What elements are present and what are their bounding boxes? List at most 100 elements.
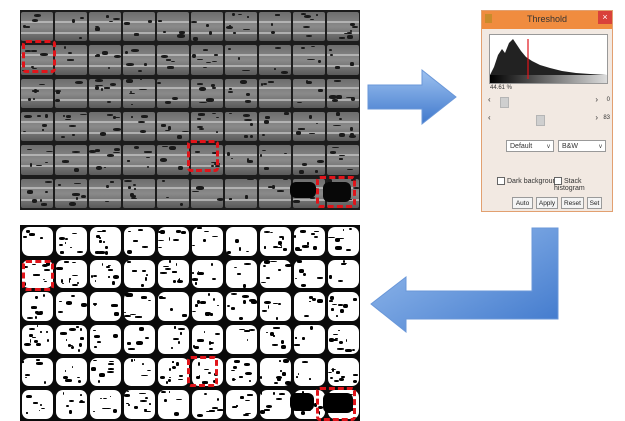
busbar [259,98,291,101]
solar-cell [225,178,257,208]
chevron-left-icon[interactable]: ‹ [488,95,491,104]
solar-cell [21,390,53,419]
defect-spot [231,12,235,16]
solar-cell [157,78,189,108]
defect-spot [140,78,143,81]
solar-cell [55,390,87,419]
defect-spot [205,311,211,316]
busbar [191,65,223,68]
solar-cell [225,227,257,256]
defect-spot [127,404,131,407]
defect-spot [270,261,278,263]
dark-background-checkbox[interactable]: Dark background [497,177,560,185]
defect-spot [230,369,235,372]
defect-spot [335,337,339,340]
stack-histogram-checkbox[interactable]: Stack histogram [554,177,612,192]
solar-cell [21,112,53,142]
solar-cell [293,259,325,289]
defect-spot [40,331,42,334]
busbar [55,87,87,90]
defect-spot [212,380,216,384]
busbar [89,31,121,34]
defect-spot [111,280,115,285]
defect-spot [94,345,97,348]
defect-spot [261,309,268,312]
solar-cell [327,78,359,108]
apply-button[interactable]: Apply [536,197,558,209]
solar-cell [89,325,121,354]
defect-spot [193,344,196,349]
defect-spot [107,154,115,158]
solar-cell [259,145,291,175]
defect-spot [212,60,218,63]
solar-cell [123,112,155,142]
defect-spot [27,190,34,194]
defect-spot [33,274,40,276]
min-slider[interactable]: ‹ › 0 [488,95,610,108]
defect-spot [352,380,358,384]
defect-spot [130,103,133,106]
defect-spot [176,33,185,38]
defect-spot [74,183,81,185]
slider-thumb[interactable] [500,97,509,108]
highlight-box [316,387,356,421]
defect-spot [217,305,220,307]
checkbox-icon[interactable] [554,177,562,185]
defect-spot [182,313,187,317]
busbar [191,31,223,34]
defect-spot [276,316,279,320]
chevron-right-icon[interactable]: › [595,95,598,104]
defect-spot [97,379,101,383]
defect-spot [104,87,111,89]
defect-spot [138,327,144,331]
defect-spot [310,325,314,330]
defect-spot [68,278,72,281]
chevron-down-icon: v [547,144,550,150]
defect-spot [173,337,179,341]
defect-spot [277,241,283,245]
defect-spot [191,278,199,281]
defect-spot [347,35,353,40]
checkbox-icon[interactable] [497,177,505,185]
busbar [123,31,155,34]
defect-spot [99,397,102,400]
mode-select[interactable]: B&W v [558,140,606,152]
busbar [157,31,189,34]
defect-spot [99,132,107,136]
auto-button[interactable]: Auto [512,197,533,209]
max-slider-value: 83 [603,115,610,121]
solar-cell [157,145,189,175]
defect-spot [198,127,204,131]
defect-spot [277,377,282,381]
defect-spot [176,362,180,366]
defect-spot [162,145,169,148]
defect-spot [144,409,147,411]
defect-spot [28,233,35,236]
set-button[interactable]: Set [587,197,602,209]
defect-spot [242,294,250,299]
defect-spot [42,278,46,281]
defect-spot [216,398,219,402]
defect-spot [35,359,41,362]
defect-spot [264,246,266,249]
solar-cell [259,390,291,419]
reset-button[interactable]: Reset [561,197,584,209]
dialog-titlebar[interactable]: Threshold × [482,11,612,29]
defect-spot [294,235,297,238]
method-select[interactable]: Default v [506,140,554,152]
defect-spot [22,24,27,28]
busbar [259,20,291,23]
defect-spot [94,86,100,90]
max-slider[interactable]: ‹ › 83 [488,113,610,126]
slider-thumb[interactable] [536,115,545,126]
defect-spot [208,371,212,374]
defect-spot [170,60,175,63]
defect-spot [42,128,45,131]
solar-cell [123,12,155,42]
busbar [89,120,121,123]
chevron-right-icon[interactable]: › [595,113,598,122]
defect-spot [94,251,100,254]
defect-spot [30,338,32,343]
close-icon[interactable]: × [598,11,612,24]
chevron-left-icon[interactable]: ‹ [488,113,491,122]
